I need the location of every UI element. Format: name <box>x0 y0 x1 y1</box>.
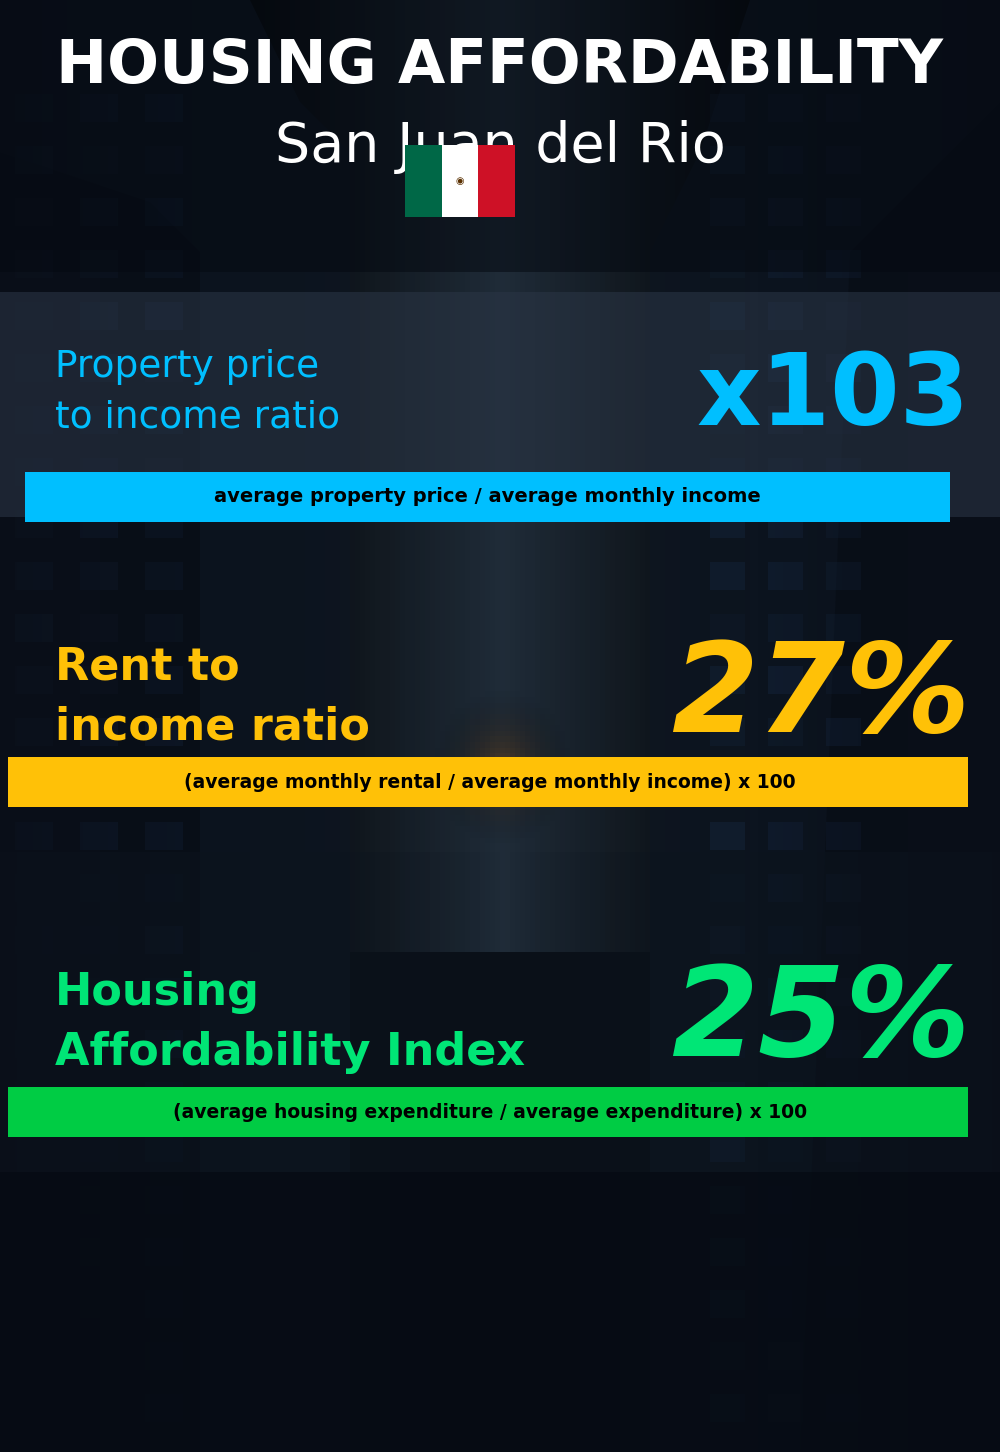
FancyBboxPatch shape <box>768 1186 803 1214</box>
FancyBboxPatch shape <box>145 1342 183 1371</box>
FancyBboxPatch shape <box>15 1082 53 1109</box>
FancyBboxPatch shape <box>145 510 183 539</box>
FancyBboxPatch shape <box>15 197 53 227</box>
FancyBboxPatch shape <box>145 407 183 434</box>
FancyBboxPatch shape <box>80 407 118 434</box>
Text: (average housing expenditure / average expenditure) x 100: (average housing expenditure / average e… <box>173 1102 807 1121</box>
FancyBboxPatch shape <box>710 1394 745 1422</box>
Text: Housing
Affordability Index: Housing Affordability Index <box>55 970 525 1073</box>
FancyBboxPatch shape <box>80 874 118 902</box>
FancyBboxPatch shape <box>710 822 745 849</box>
FancyBboxPatch shape <box>15 1239 53 1266</box>
FancyBboxPatch shape <box>768 302 803 330</box>
FancyBboxPatch shape <box>710 302 745 330</box>
FancyBboxPatch shape <box>710 1134 745 1162</box>
FancyBboxPatch shape <box>15 1289 53 1318</box>
FancyBboxPatch shape <box>768 1394 803 1422</box>
FancyBboxPatch shape <box>145 1082 183 1109</box>
FancyBboxPatch shape <box>80 1289 118 1318</box>
FancyBboxPatch shape <box>145 562 183 590</box>
FancyBboxPatch shape <box>768 457 803 486</box>
FancyBboxPatch shape <box>710 979 745 1006</box>
FancyBboxPatch shape <box>145 354 183 382</box>
FancyBboxPatch shape <box>25 472 950 523</box>
FancyBboxPatch shape <box>145 614 183 642</box>
FancyBboxPatch shape <box>80 147 118 174</box>
Polygon shape <box>0 0 350 1452</box>
FancyBboxPatch shape <box>710 354 745 382</box>
FancyBboxPatch shape <box>826 1134 861 1162</box>
FancyBboxPatch shape <box>768 562 803 590</box>
FancyBboxPatch shape <box>826 94 861 122</box>
FancyBboxPatch shape <box>80 770 118 799</box>
Text: 27%: 27% <box>671 636 970 758</box>
FancyBboxPatch shape <box>15 1186 53 1214</box>
FancyBboxPatch shape <box>710 874 745 902</box>
FancyBboxPatch shape <box>826 250 861 277</box>
FancyBboxPatch shape <box>80 510 118 539</box>
FancyBboxPatch shape <box>710 250 745 277</box>
FancyBboxPatch shape <box>826 407 861 434</box>
FancyBboxPatch shape <box>80 1134 118 1162</box>
FancyBboxPatch shape <box>768 1289 803 1318</box>
FancyBboxPatch shape <box>145 1134 183 1162</box>
FancyBboxPatch shape <box>826 1186 861 1214</box>
FancyBboxPatch shape <box>826 197 861 227</box>
FancyBboxPatch shape <box>768 979 803 1006</box>
FancyBboxPatch shape <box>826 457 861 486</box>
Text: Property price
to income ratio: Property price to income ratio <box>55 348 340 436</box>
FancyBboxPatch shape <box>710 510 745 539</box>
FancyBboxPatch shape <box>0 292 1000 517</box>
FancyBboxPatch shape <box>8 1088 968 1137</box>
FancyBboxPatch shape <box>826 1394 861 1422</box>
FancyBboxPatch shape <box>710 666 745 694</box>
Text: ◉: ◉ <box>456 176 464 186</box>
FancyBboxPatch shape <box>826 1082 861 1109</box>
FancyBboxPatch shape <box>768 1029 803 1059</box>
FancyBboxPatch shape <box>15 874 53 902</box>
FancyBboxPatch shape <box>145 1029 183 1059</box>
FancyBboxPatch shape <box>80 1239 118 1266</box>
FancyBboxPatch shape <box>145 874 183 902</box>
FancyBboxPatch shape <box>145 457 183 486</box>
FancyBboxPatch shape <box>768 407 803 434</box>
FancyBboxPatch shape <box>710 1239 745 1266</box>
FancyBboxPatch shape <box>826 147 861 174</box>
FancyBboxPatch shape <box>145 1186 183 1214</box>
Text: (average monthly rental / average monthly income) x 100: (average monthly rental / average monthl… <box>184 772 796 791</box>
FancyBboxPatch shape <box>15 979 53 1006</box>
FancyBboxPatch shape <box>710 770 745 799</box>
FancyBboxPatch shape <box>768 1082 803 1109</box>
FancyBboxPatch shape <box>405 145 442 216</box>
FancyBboxPatch shape <box>15 94 53 122</box>
FancyBboxPatch shape <box>80 1394 118 1422</box>
FancyBboxPatch shape <box>768 94 803 122</box>
FancyBboxPatch shape <box>826 979 861 1006</box>
FancyBboxPatch shape <box>768 250 803 277</box>
FancyBboxPatch shape <box>0 1172 1000 1452</box>
Text: Rent to
income ratio: Rent to income ratio <box>55 646 370 748</box>
FancyBboxPatch shape <box>145 1289 183 1318</box>
FancyBboxPatch shape <box>442 145 478 216</box>
FancyBboxPatch shape <box>15 457 53 486</box>
FancyBboxPatch shape <box>826 666 861 694</box>
FancyBboxPatch shape <box>710 457 745 486</box>
FancyBboxPatch shape <box>15 147 53 174</box>
FancyBboxPatch shape <box>80 666 118 694</box>
FancyBboxPatch shape <box>826 302 861 330</box>
FancyBboxPatch shape <box>145 717 183 746</box>
Text: 25%: 25% <box>671 961 970 1083</box>
FancyBboxPatch shape <box>80 1342 118 1371</box>
Text: average property price / average monthly income: average property price / average monthly… <box>214 488 761 507</box>
FancyBboxPatch shape <box>710 717 745 746</box>
FancyBboxPatch shape <box>80 354 118 382</box>
FancyBboxPatch shape <box>826 562 861 590</box>
FancyBboxPatch shape <box>145 147 183 174</box>
FancyBboxPatch shape <box>80 1186 118 1214</box>
FancyBboxPatch shape <box>710 1289 745 1318</box>
FancyBboxPatch shape <box>145 250 183 277</box>
FancyBboxPatch shape <box>145 770 183 799</box>
FancyBboxPatch shape <box>15 250 53 277</box>
FancyBboxPatch shape <box>15 1134 53 1162</box>
